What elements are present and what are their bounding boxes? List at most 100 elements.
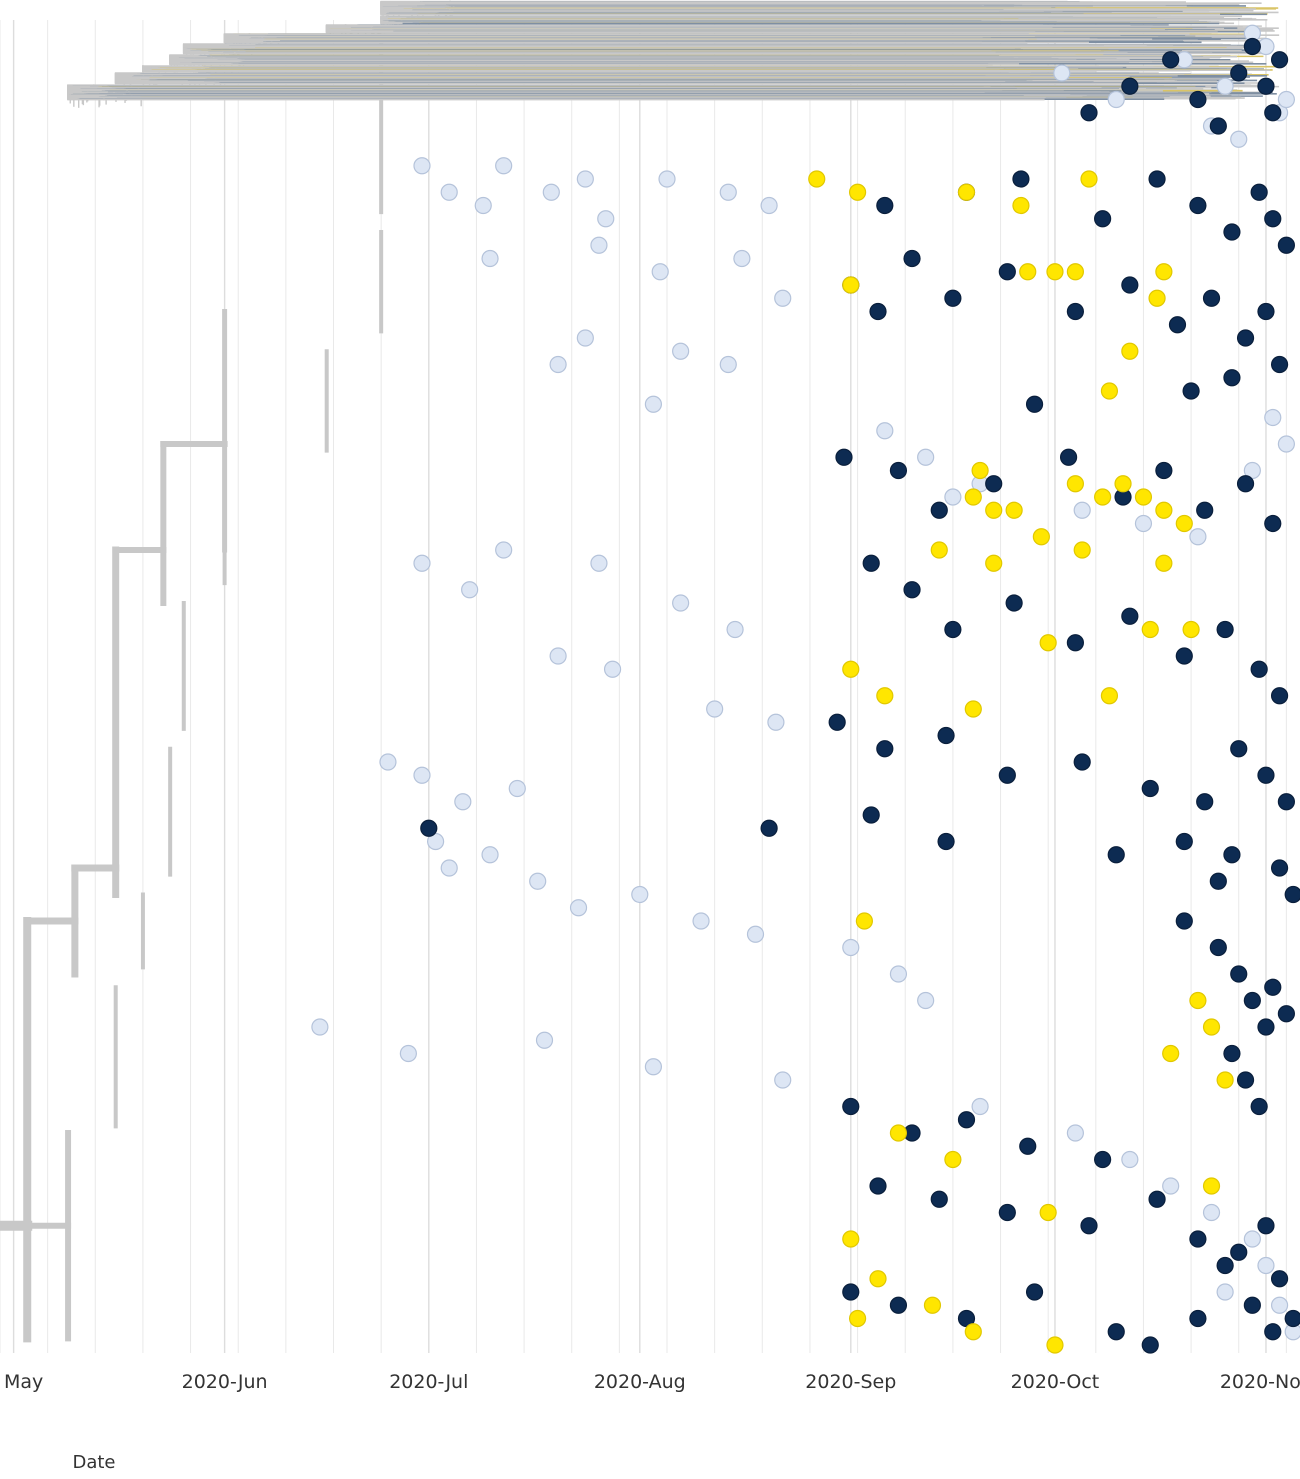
- tip-point-dark-navy: [1223, 369, 1241, 387]
- tip-point-light-blue: [481, 846, 499, 864]
- x-tick-label: 2020-Oct: [1011, 1371, 1100, 1393]
- tip-point-dark-navy: [1121, 276, 1139, 294]
- tip-point-dark-navy: [1175, 647, 1193, 665]
- tip-point-yellow: [1032, 528, 1050, 546]
- tip-point-yellow: [944, 1150, 962, 1169]
- tip-point-dark-navy: [835, 448, 853, 466]
- tip-point-yellow: [1134, 488, 1153, 506]
- tip-point-light-blue: [413, 766, 431, 784]
- tip-point-yellow: [1202, 1018, 1221, 1036]
- tip-point-dark-navy: [1223, 846, 1241, 864]
- tip-point-light-blue: [590, 554, 608, 572]
- tip-point-yellow: [1100, 382, 1119, 400]
- tip-point-dark-navy: [876, 196, 894, 215]
- x-tick-label: 2020-Jun: [182, 1371, 268, 1393]
- tip-point-light-blue: [1277, 435, 1295, 453]
- tip-point-light-blue: [719, 183, 737, 201]
- tip-point-light-blue: [1066, 1124, 1084, 1142]
- tip-point-dark-navy: [1196, 793, 1214, 811]
- tip-point-dark-navy: [1080, 1217, 1098, 1235]
- tip-point-yellow: [930, 541, 948, 559]
- tip-point-dark-navy: [1270, 687, 1289, 705]
- x-tick-label: May: [4, 1371, 43, 1393]
- tip-point-light-blue: [1134, 514, 1153, 533]
- tip-point-light-blue: [774, 289, 792, 307]
- tip-point-light-blue: [590, 236, 608, 254]
- tip-point-dark-navy: [1168, 316, 1187, 334]
- tip-point-dark-navy: [876, 740, 894, 758]
- tip-point-yellow: [1162, 1044, 1180, 1063]
- tip-point-light-blue: [971, 1097, 989, 1116]
- tip-point-dark-navy: [869, 302, 887, 321]
- tip-point-dark-navy: [1270, 1270, 1289, 1288]
- tip-point-light-blue: [440, 183, 458, 201]
- tip-point-dark-navy: [998, 263, 1016, 281]
- tip-point-dark-navy: [957, 1111, 976, 1129]
- tip-point-yellow: [1189, 991, 1207, 1010]
- tip-point-light-blue: [1216, 77, 1234, 95]
- tip-point-light-blue: [760, 196, 778, 215]
- tip-point-dark-navy: [1182, 382, 1200, 400]
- tip-point-dark-navy: [1277, 1005, 1295, 1023]
- tip-point-light-blue: [597, 210, 615, 228]
- tip-point-dark-navy: [930, 1190, 948, 1208]
- tip-point-yellow: [957, 183, 976, 201]
- tip-point-light-blue: [733, 249, 751, 268]
- tip-point-light-blue: [631, 885, 649, 904]
- tip-point-dark-navy: [1264, 514, 1282, 533]
- tip-point-dark-navy: [1012, 170, 1030, 188]
- tip-point-light-blue: [706, 700, 724, 718]
- tip-point-dark-navy: [1257, 1217, 1275, 1235]
- tip-point-dark-navy: [1243, 37, 1261, 56]
- tip-point-dark-navy: [1209, 938, 1227, 957]
- tip-point-dark-navy: [1189, 1309, 1207, 1328]
- tip-point-dark-navy: [1066, 302, 1084, 321]
- tip-point-dark-navy: [1107, 1323, 1125, 1341]
- tip-point-dark-navy: [1189, 1230, 1207, 1248]
- tip-point-dark-navy: [1230, 965, 1248, 983]
- tip-point-light-blue: [672, 342, 690, 360]
- x-axis-label: Date: [72, 1452, 115, 1473]
- tip-point-dark-navy: [1148, 1190, 1166, 1208]
- tip-point-dark-navy: [1284, 1309, 1300, 1328]
- tip-point-yellow: [869, 1270, 887, 1288]
- tip-point-dark-navy: [903, 249, 921, 268]
- tip-point-dark-navy: [1243, 1296, 1261, 1314]
- tip-point-light-blue: [1270, 1296, 1289, 1314]
- tip-point-dark-navy: [998, 766, 1016, 784]
- tip-point-dark-navy: [1080, 104, 1098, 122]
- tip-point-dark-navy: [1005, 594, 1023, 612]
- tip-point-light-blue: [542, 183, 560, 201]
- tip-point-yellow: [848, 183, 867, 201]
- tip-point-dark-navy: [1209, 117, 1227, 135]
- tip-point-dark-navy: [937, 832, 955, 851]
- tip-point-dark-navy: [1216, 620, 1234, 639]
- tip-point-dark-navy: [1243, 991, 1261, 1010]
- tip-point-dark-navy: [998, 1203, 1016, 1222]
- tip-point-dark-navy: [1257, 77, 1275, 95]
- tip-point-dark-navy: [1196, 501, 1214, 519]
- tip-point-yellow: [1202, 1177, 1221, 1195]
- tip-point-dark-navy: [1162, 51, 1180, 69]
- tip-point-yellow: [1005, 501, 1023, 519]
- tip-point-light-blue: [658, 170, 676, 188]
- tip-point-light-blue: [944, 488, 962, 506]
- tip-point-light-blue: [1216, 1283, 1234, 1301]
- tip-point-dark-navy: [1257, 1018, 1275, 1036]
- tip-point-yellow: [1073, 541, 1091, 559]
- tip-point-dark-navy: [1250, 183, 1268, 201]
- tip-point-yellow: [1046, 263, 1064, 281]
- tip-point-dark-navy: [1175, 832, 1193, 851]
- tip-point-yellow: [923, 1296, 942, 1314]
- tip-point-light-blue: [1162, 1177, 1180, 1195]
- tip-point-light-blue: [1264, 408, 1282, 427]
- tip-point-light-blue: [311, 1018, 329, 1036]
- tip-point-dark-navy: [1121, 77, 1139, 95]
- tip-point-yellow: [1039, 1203, 1057, 1222]
- tip-point-yellow: [842, 276, 860, 294]
- tip-point-yellow: [985, 554, 1003, 572]
- tree-branches: [0, 0, 1281, 1343]
- tip-point-light-blue: [413, 554, 431, 572]
- tip-point-dark-navy: [889, 461, 908, 480]
- tip-point-dark-navy: [1230, 740, 1248, 758]
